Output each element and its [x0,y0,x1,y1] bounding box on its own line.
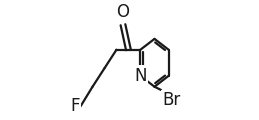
Text: O: O [117,3,130,21]
Text: Br: Br [162,91,180,109]
Text: N: N [134,67,147,85]
Text: F: F [70,97,80,115]
